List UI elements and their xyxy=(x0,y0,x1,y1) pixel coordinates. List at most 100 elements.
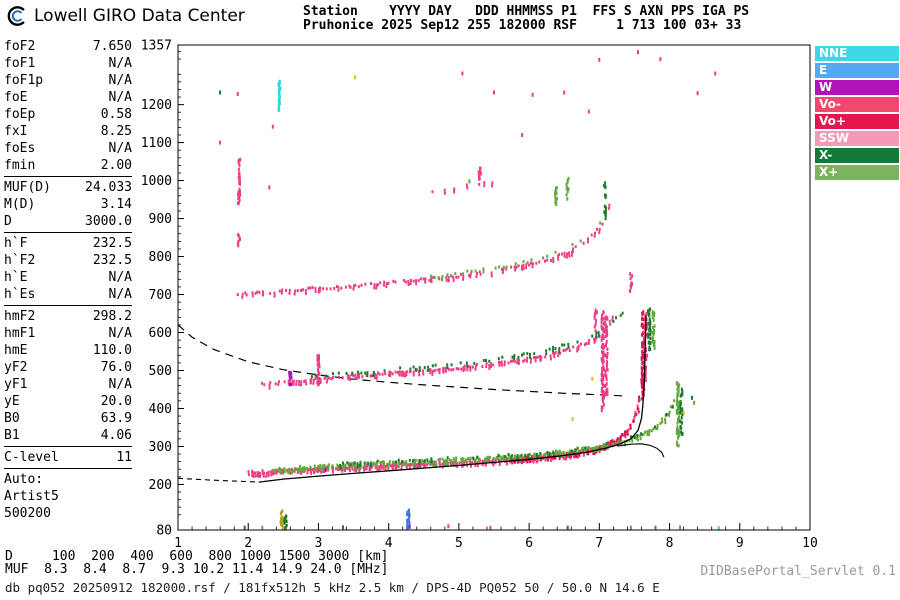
y-tick-label: 600 xyxy=(149,326,172,341)
param-label: yF2 xyxy=(4,360,28,375)
db-record-info: db pq052 20250912 182000.rsf / 181fx512h… xyxy=(5,580,660,595)
param-row: foF2 7.650 xyxy=(4,38,132,55)
profile-lines xyxy=(258,315,665,483)
param-label: hmE xyxy=(4,343,28,358)
y-tick-label: 1000 xyxy=(141,174,172,189)
param-value: 24.033 xyxy=(85,180,132,195)
y-tick-label: 700 xyxy=(149,288,172,303)
param-row: M(D) 3.14 xyxy=(4,196,132,213)
auto-line: Auto: xyxy=(4,472,44,487)
giro-logo-icon xyxy=(6,5,28,27)
plot-frame xyxy=(177,44,811,531)
parameter-panel: foF2 7.650 foF1 N/A foF1p N/A foE N/A foEp 0.58 fx… xyxy=(4,38,132,522)
y-tick-label: 500 xyxy=(149,364,172,379)
param-value: 3.14 xyxy=(100,197,132,212)
param-row: C-level 11 xyxy=(4,449,132,466)
scatter-points xyxy=(219,50,720,530)
param-label: h`F2 xyxy=(4,253,36,268)
param-row: yF1 N/A xyxy=(4,376,132,393)
param-value: 2.00 xyxy=(100,158,132,173)
legend-item-label: X+ xyxy=(819,165,839,179)
muf-row: MUF 8.3 8.4 8.7 9.3 10.2 11.4 14.9 24.0 … xyxy=(5,562,389,577)
param-value: N/A xyxy=(108,73,132,88)
y-tick-label: 1357 xyxy=(141,39,172,54)
param-value: 76.0 xyxy=(100,360,132,375)
param-label: foF1p xyxy=(4,73,44,88)
param-row: yE 20.0 xyxy=(4,393,132,410)
muf-transmission-curve xyxy=(178,324,624,397)
param-row: h`Es N/A xyxy=(4,286,132,303)
servlet-version-label: DIDBasePortal_Servlet 0.1 xyxy=(700,564,896,579)
param-value: 110.0 xyxy=(92,343,132,358)
param-value: 232.5 xyxy=(92,236,132,251)
page-title: Lowell GIRO Data Center xyxy=(34,6,245,26)
param-label: fmin xyxy=(4,158,36,173)
x-tick-label: 3 xyxy=(315,536,323,551)
true-height-profile xyxy=(258,315,647,483)
param-row: foEs N/A xyxy=(4,140,132,157)
x-tick-label: 1 xyxy=(174,536,182,551)
param-value: 7.650 xyxy=(92,39,132,54)
y-tick-label: 1100 xyxy=(141,136,172,151)
panel-divider xyxy=(4,232,132,233)
station-header-line1: Station YYYY DAY DDD HHMMSS P1 FFS S AXN… xyxy=(303,4,750,19)
param-row: foF1p N/A xyxy=(4,72,132,89)
param-label: MUF(D) xyxy=(4,180,51,195)
param-label: M(D) xyxy=(4,197,36,212)
param-label: foE xyxy=(4,90,28,105)
param-row: foE N/A xyxy=(4,89,132,106)
panel-divider xyxy=(4,176,132,177)
param-row: fxI 8.25 xyxy=(4,123,132,140)
x-tick-label: 2 xyxy=(244,536,252,551)
profile-extrapolation xyxy=(178,477,259,483)
x-tick-label: 9 xyxy=(736,536,744,551)
param-label: D xyxy=(4,214,12,229)
trace-fit-hook xyxy=(616,443,665,458)
param-label: h`Es xyxy=(4,287,36,302)
y-tick-label: 1200 xyxy=(141,98,172,113)
d-row: D 100 200 400 600 800 1000 1500 3000 [km… xyxy=(5,549,389,564)
y-axis: 1357 1200 1100 1000 900 800 700 600 500 400 300 200… xyxy=(141,39,184,539)
x-tick-label: 10 xyxy=(802,536,818,551)
param-value: 63.9 xyxy=(100,411,132,426)
polarization-legend: NNE E W Vo- Vo+ SSW X- X+ xyxy=(815,46,899,182)
y-tick-label: 400 xyxy=(149,402,172,417)
param-value: N/A xyxy=(108,90,132,105)
x-tick-label: 8 xyxy=(666,536,674,551)
legend-item-label: NNE xyxy=(819,46,848,60)
param-row: D 3000.0 xyxy=(4,213,132,230)
param-label: h`E xyxy=(4,270,28,285)
param-row: h`F 232.5 xyxy=(4,235,132,252)
param-row: fmin 2.00 xyxy=(4,157,132,174)
auto-line: 500200 xyxy=(4,506,51,521)
param-label: foEs xyxy=(4,141,36,156)
panel-divider xyxy=(4,446,132,447)
param-value: 20.0 xyxy=(100,394,132,409)
param-label: foEp xyxy=(4,107,36,122)
legend-item-x: X+ xyxy=(815,165,899,180)
y-tick-label: 80 xyxy=(156,524,172,539)
param-label: foF1 xyxy=(4,56,36,71)
param-label: foF2 xyxy=(4,39,36,54)
legend-item-label: Vo+ xyxy=(819,114,846,128)
param-row: h`E N/A xyxy=(4,269,132,286)
legend-item-nne: NNE xyxy=(815,46,899,61)
x-tick-label: 6 xyxy=(525,536,533,551)
param-value: N/A xyxy=(108,287,132,302)
panel-divider xyxy=(4,468,132,469)
param-value: 8.25 xyxy=(100,124,132,139)
legend-item-vo: Vo+ xyxy=(815,114,899,129)
param-value: 0.58 xyxy=(100,107,132,122)
param-value: 3000.0 xyxy=(85,214,132,229)
param-label: B1 xyxy=(4,428,20,443)
param-row: hmE 110.0 xyxy=(4,342,132,359)
legend-item-w: W xyxy=(815,80,899,95)
param-value: N/A xyxy=(108,270,132,285)
param-row: B0 63.9 xyxy=(4,410,132,427)
param-label: hmF2 xyxy=(4,309,36,324)
station-header-line2: Pruhonice 2025 Sep12 255 182000 RSF 1 71… xyxy=(303,18,742,33)
param-value: 298.2 xyxy=(92,309,132,324)
legend-item-ssw: SSW xyxy=(815,131,899,146)
legend-item-label: W xyxy=(819,80,833,94)
guide-lines xyxy=(178,324,624,483)
